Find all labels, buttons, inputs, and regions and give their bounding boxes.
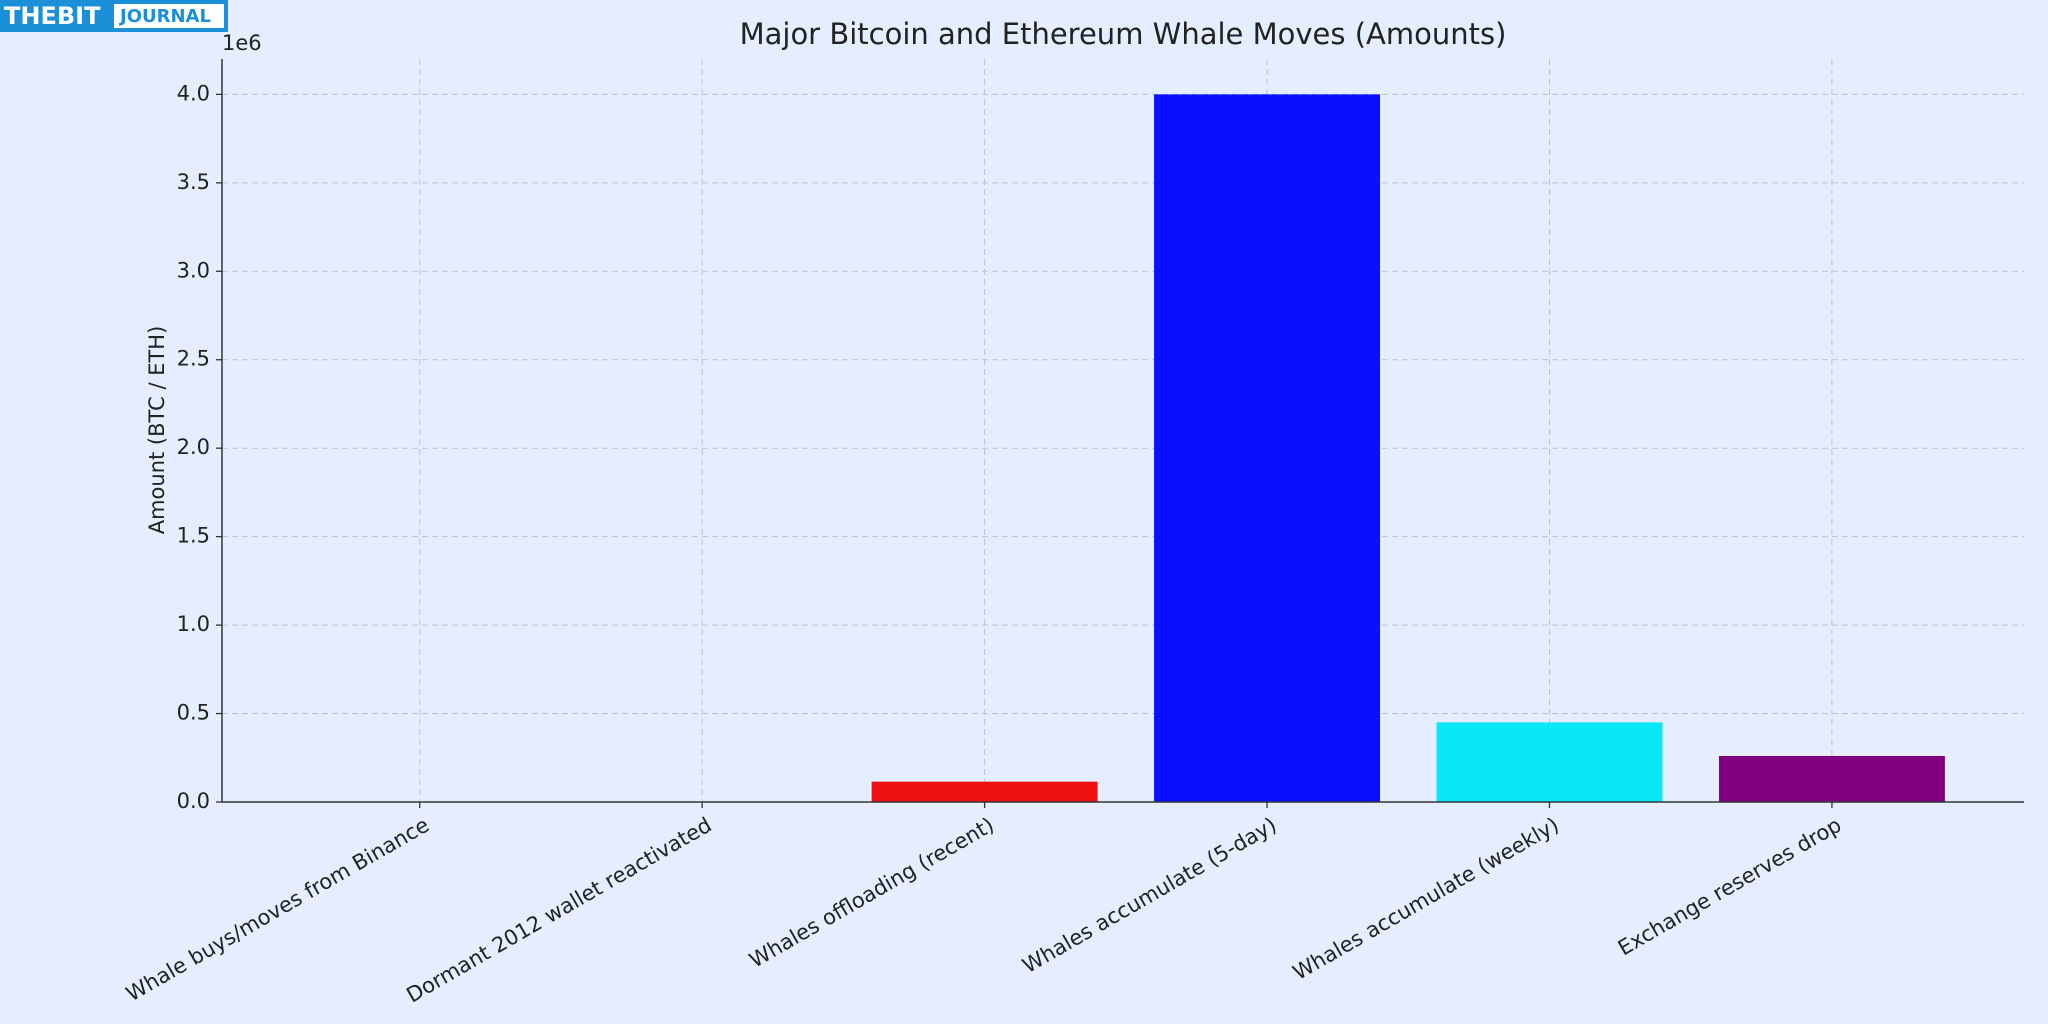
chart-title: Major Bitcoin and Ethereum Whale Moves (… [740,17,1507,51]
bar [1718,756,1945,802]
y-tick-label: 1.5 [177,524,210,548]
logo: THEBIT JOURNAL [0,0,228,32]
bar [1436,722,1663,802]
y-tick-label: 3.5 [177,170,210,194]
y-tick-label: 2.5 [177,347,210,371]
offset-label: 1e6 [222,31,262,55]
bar [871,781,1098,802]
y-tick-label: 4.0 [177,81,210,105]
y-axis-label: Amount (BTC / ETH) [145,326,169,535]
logo-right: JOURNAL [118,6,211,27]
y-tick-label: 0.5 [177,701,210,725]
bar [1154,94,1381,802]
y-tick-label: 3.0 [177,258,210,282]
y-tick-label: 1.0 [177,612,210,636]
logo-left: THEBIT [4,2,101,30]
y-tick-label: 0.0 [177,789,210,813]
y-tick-label: 2.0 [177,435,210,459]
logo-box [114,4,224,28]
